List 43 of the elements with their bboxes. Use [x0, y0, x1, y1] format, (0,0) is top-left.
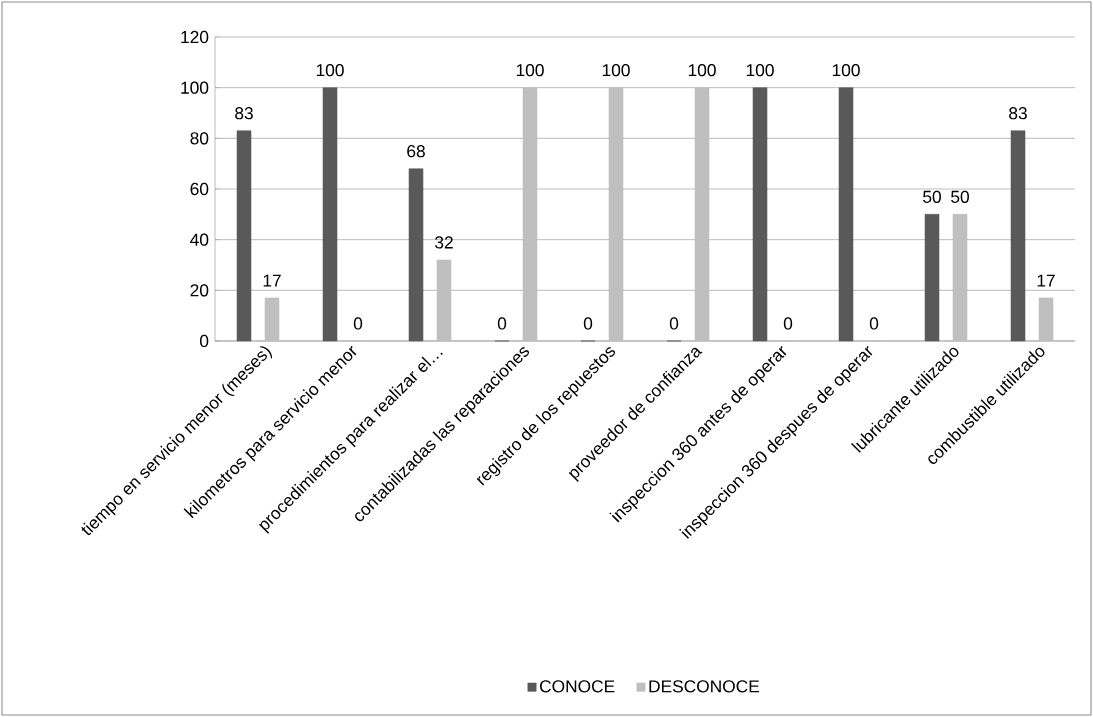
bar: [752, 87, 768, 342]
bar: [952, 214, 968, 342]
y-tick-label: 80: [190, 132, 209, 145]
data-label: 68: [407, 145, 425, 158]
bar: [1038, 297, 1054, 342]
data-label: 0: [783, 317, 793, 330]
legend-label: DESCONOCE: [649, 680, 760, 693]
data-label: 100: [832, 64, 860, 77]
data-label: 0: [583, 317, 593, 330]
bar: [838, 87, 854, 342]
y-tick-label: 20: [190, 284, 209, 297]
legend-label: CONOCE: [539, 680, 615, 693]
data-label: 50: [951, 190, 969, 203]
bar: [1010, 130, 1026, 342]
y-tick-label: 60: [190, 182, 209, 196]
data-label: 17: [263, 274, 281, 287]
data-label: 83: [235, 107, 253, 120]
bar: [694, 87, 710, 342]
bar: [236, 130, 252, 342]
bar: [924, 214, 940, 342]
y-tick-label: 120: [181, 30, 209, 44]
data-label: 100: [746, 64, 774, 77]
bar: [436, 259, 452, 342]
data-label: 50: [923, 190, 941, 203]
data-label: 100: [516, 64, 544, 77]
bar: [522, 87, 538, 342]
bar: [608, 87, 624, 342]
y-tick-label: 100: [181, 81, 209, 94]
bar: [264, 297, 280, 342]
bar: [322, 87, 338, 342]
data-label: 17: [1037, 274, 1055, 287]
data-label: 100: [688, 64, 716, 77]
data-label: 0: [669, 317, 679, 330]
data-label: 0: [869, 317, 879, 330]
data-label: 83: [1009, 107, 1027, 120]
bar: [408, 168, 424, 342]
data-label: 0: [497, 317, 507, 330]
data-label: 100: [316, 64, 344, 77]
data-label: 100: [602, 64, 630, 77]
y-tick-label: 0: [199, 334, 209, 348]
y-tick-label: 40: [190, 233, 209, 246]
data-label: 32: [435, 236, 453, 249]
data-label: 0: [353, 317, 363, 330]
